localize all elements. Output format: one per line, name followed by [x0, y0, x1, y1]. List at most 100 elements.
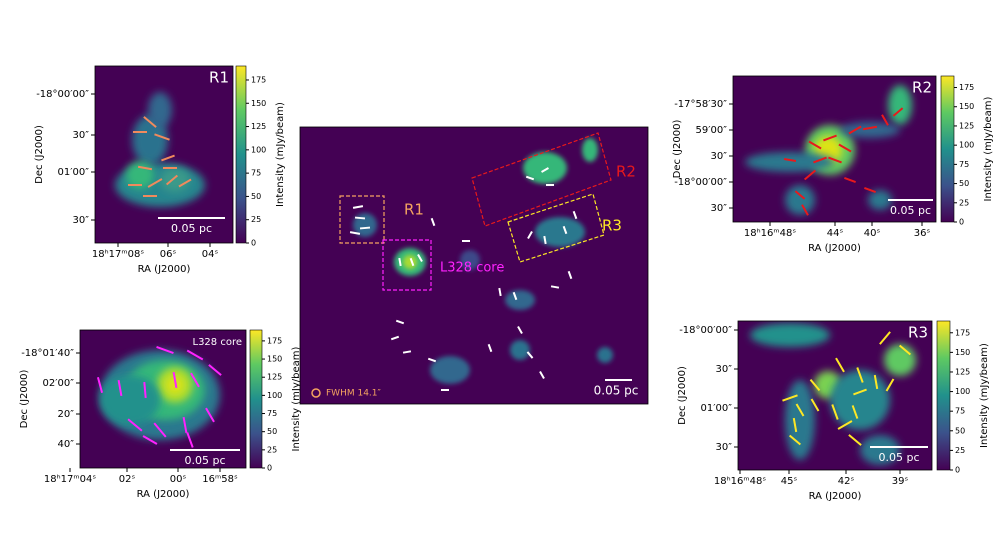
polarization-vector — [143, 381, 147, 399]
scale-bar-label: 0.05 pc — [878, 451, 919, 464]
polarization-vector — [541, 167, 549, 173]
y-tick-label: 59′00″ — [696, 125, 728, 136]
scale-bar-label: 0.05 pc — [890, 204, 931, 217]
colorbar-tick-label: 100 — [955, 387, 970, 396]
intensity-map — [738, 321, 932, 470]
polarization-vector — [178, 178, 192, 188]
colorbar-tick-label: 0 — [251, 239, 256, 248]
region-label: L328 core — [440, 261, 504, 276]
polarization-vector — [161, 154, 175, 162]
polarization-vector — [788, 434, 802, 446]
polarization-vector — [856, 367, 864, 383]
y-tick-label: 02′00″ — [43, 378, 75, 389]
colorbar-tick-label: 100 — [959, 141, 974, 150]
y-tick-label: -17°58′30″ — [674, 99, 727, 110]
y-tick-label: 30″ — [716, 364, 733, 375]
colorbar-tick-label: 75 — [955, 407, 965, 416]
region-label: R1 — [404, 201, 424, 219]
polarization-vector — [190, 372, 200, 388]
colorbar-tick-label: 125 — [251, 122, 266, 131]
emission — [785, 380, 815, 460]
polarization-vector — [395, 319, 405, 325]
polarization-vector — [398, 257, 402, 267]
x-tick-label: 18ʰ17ᵐ04ˢ — [44, 474, 96, 485]
emission — [430, 356, 470, 384]
x-tick-label: 42ˢ — [838, 476, 855, 487]
x-axis-label: RA (J2000) — [808, 243, 861, 254]
polarization-vector — [526, 351, 534, 359]
emission — [884, 344, 916, 376]
emission — [597, 347, 613, 363]
x-tick-label: 02ˢ — [119, 474, 136, 485]
colorbar-tick-label: 75 — [959, 160, 969, 169]
polarization-vector — [550, 285, 560, 289]
polarization-vector — [792, 417, 798, 433]
polarization-vector — [153, 422, 167, 438]
emission — [523, 152, 567, 184]
polarization-vector — [517, 326, 523, 334]
x-tick-label: 18ʰ17ᵐ08ˢ — [92, 249, 144, 260]
emission — [510, 340, 530, 360]
panel-title: R1 — [209, 69, 229, 87]
intensity-map — [80, 330, 246, 468]
polarization-vector — [848, 125, 862, 135]
x-tick-label: 04ˢ — [202, 249, 219, 260]
emission — [505, 290, 535, 310]
polarization-vector — [803, 169, 817, 181]
emission — [830, 370, 890, 430]
colorbar — [235, 65, 247, 244]
colorbar-tick-label: 50 — [267, 427, 277, 436]
colorbar-tick-label: 75 — [251, 169, 261, 178]
colorbar-tick-label: 25 — [267, 445, 277, 454]
polarization-vector — [809, 378, 821, 392]
scale-bar-label: 0.05 pc — [594, 384, 639, 398]
emission — [860, 435, 900, 465]
y-axis-label: Dec (J2000) — [19, 370, 30, 429]
y-tick-label: 01′00″ — [701, 403, 733, 414]
polarization-vector — [143, 116, 157, 128]
region-box — [339, 195, 385, 244]
x-tick-label: 18ʰ16ᵐ48ˢ — [744, 228, 796, 239]
emission — [888, 85, 912, 125]
colorbar — [249, 329, 263, 469]
polarization-vector — [831, 404, 839, 420]
y-tick-label: 30″ — [73, 215, 90, 226]
panel-title: R2 — [912, 79, 932, 97]
polarization-vector — [837, 420, 853, 430]
colorbar-tick-label: 125 — [955, 367, 970, 376]
polarization-vector — [390, 335, 400, 341]
polarization-vector — [823, 134, 837, 142]
region-label: R3 — [602, 217, 622, 235]
scale-bar-label: 0.05 pc — [171, 222, 212, 235]
polarization-vector — [349, 231, 361, 235]
colorbar-tick-label: 150 — [267, 355, 282, 364]
colorbar-tick-label: 25 — [251, 215, 261, 224]
polarization-vector — [543, 235, 547, 245]
emission — [840, 122, 900, 138]
x-axis-label: RA (J2000) — [138, 264, 191, 275]
polarization-vector — [354, 216, 366, 220]
polarization-vector — [844, 177, 856, 183]
map-frame — [299, 126, 649, 405]
colorbar-tick-label: 50 — [251, 192, 261, 201]
y-tick-label: 01′00″ — [58, 167, 90, 178]
polarization-vector — [172, 371, 178, 389]
colorbar-tick-label: 150 — [251, 99, 266, 108]
polarization-vector — [892, 107, 904, 117]
polarization-vector — [862, 125, 878, 131]
polarization-vector — [864, 187, 876, 193]
emission — [460, 250, 480, 270]
polarization-vector — [783, 157, 797, 163]
colorbar-tick-label: 50 — [959, 179, 969, 188]
polarization-vector — [127, 418, 143, 432]
polarization-vector — [885, 378, 895, 392]
polarization-vector — [186, 349, 204, 361]
polarization-vector — [572, 210, 578, 220]
y-axis-label: Dec (J2000) — [672, 120, 683, 179]
x-tick-label: 00ˢ — [170, 474, 187, 485]
polarization-vector — [567, 270, 573, 280]
y-axis-label: Dec (J2000) — [677, 366, 688, 425]
polarization-vector — [487, 343, 493, 353]
polarization-vector — [813, 156, 827, 164]
polarization-vector — [810, 398, 820, 412]
